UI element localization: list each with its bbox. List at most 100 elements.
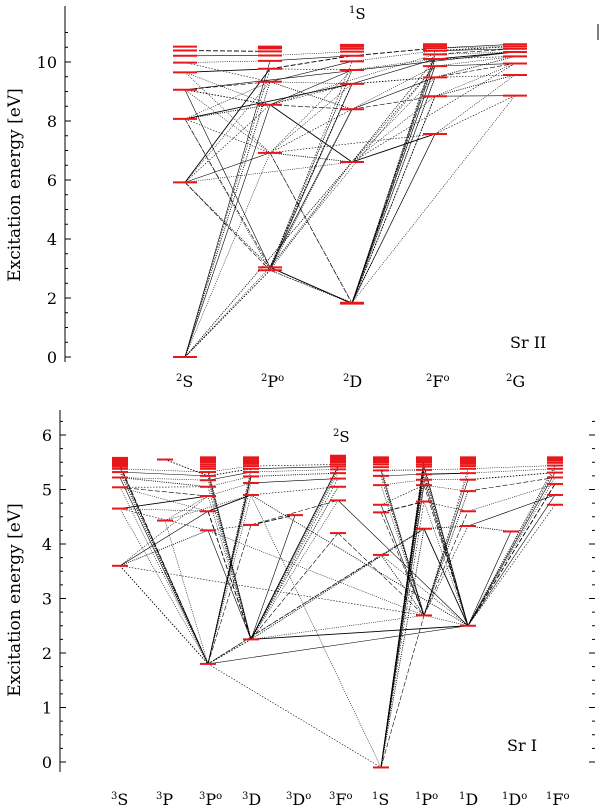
sr2-transition-line: [434, 74, 516, 97]
sr2-term-label: 2S: [176, 372, 193, 391]
sr1-transition-line: [380, 615, 425, 768]
sr2-y-tick-label: 2: [47, 289, 57, 308]
sr1-transition-line: [250, 500, 339, 526]
sr1-transition-line: [207, 494, 252, 664]
sr2-term-label: 2D: [343, 372, 362, 391]
sr1-transition-line: [119, 477, 209, 481]
sr1-transition-line: [250, 515, 296, 640]
sr1-transition-line: [380, 501, 425, 513]
sr1-transition-line: [423, 511, 469, 616]
sr2-transition-line: [434, 95, 516, 97]
sr1-transition-line: [119, 487, 209, 497]
sr1-transition-line: [207, 476, 252, 665]
sr1-transition-line: [250, 500, 339, 640]
sr1-term-label: 3Po: [199, 790, 222, 809]
sr2-term-label: 2Fo: [426, 372, 450, 391]
sr2-transition-line: [351, 133, 436, 304]
sr1-transition-line: [250, 469, 339, 640]
sr1-term-label: 1S: [372, 790, 389, 809]
sr2-transition-line: [351, 58, 436, 163]
sr2-transition-line: [184, 72, 271, 154]
sr1-transition-line: [250, 532, 339, 640]
sr1-y-tick-label: 2: [42, 644, 52, 663]
sr2-transition-line: [184, 62, 271, 83]
sr1-transition-line: [423, 474, 469, 626]
sr1-transition-line: [250, 464, 339, 467]
sr1-term-label: 3P: [156, 790, 173, 809]
sr1-transition-line: [467, 504, 556, 626]
sr1-transition-line: [380, 470, 425, 616]
sr2-y-tick-label: 0: [47, 348, 57, 367]
sr2-transition-line: [184, 89, 271, 106]
sr1-transition-line: [250, 494, 469, 627]
sr2-transition-line: [184, 50, 271, 52]
sr2-y-tick-label: 8: [47, 112, 57, 131]
sr2-transition-line: [184, 152, 271, 183]
sr1-transition-line: [207, 528, 425, 665]
sr1-transition-line: [119, 487, 209, 665]
sr2-transition-line: [269, 69, 353, 268]
sr1-transition-line: [467, 477, 556, 492]
sr2-transition-line: [269, 54, 436, 106]
sr2-transition-line: [269, 69, 353, 106]
sr1-transition-lines: [119, 457, 556, 768]
sr2-transition-line: [184, 81, 271, 120]
sr2-transition-line: [434, 46, 516, 49]
sr2-transition-line: [269, 83, 353, 268]
sr2-y-tick-label: 6: [47, 171, 57, 190]
sr1-transition-line: [119, 477, 209, 665]
sr1-transition-line: [164, 495, 209, 521]
sr1-y-tick-label: 3: [42, 590, 52, 609]
sr1-transition-line: [207, 625, 469, 665]
sr1-term-label: 3D: [242, 790, 261, 809]
sr1-transition-line: [207, 494, 252, 512]
sr2-transition-line: [434, 56, 516, 60]
sr1-transition-line: [207, 471, 252, 481]
sr2-transition-line: [269, 83, 353, 271]
sr2-transition-line: [434, 45, 516, 52]
sr2-transition-line: [351, 58, 436, 85]
sr2-transition-line: [269, 68, 353, 71]
sr2-top-label-multiplicity: 1: [349, 5, 355, 16]
sr2-transition-line: [351, 65, 436, 163]
sr1-transition-line: [207, 482, 252, 497]
sr1-transition-line: [207, 476, 252, 488]
sr1-transition-line: [380, 484, 425, 506]
sr2-transition-line: [351, 77, 436, 303]
sr1-column-labels: 3S 3P 3Po 3D 3Do 3Fo 1S 1Po 1D 1Do 1Fo: [111, 790, 570, 809]
sr1-transition-line: [337, 532, 425, 616]
sr2-transition-lines: [184, 44, 516, 358]
sr1-transition-line: [207, 468, 252, 477]
sr1-transition-line: [380, 485, 425, 616]
sr1-transition-line: [207, 638, 252, 665]
sr1-transition-line: [467, 468, 556, 474]
sr1-transition-line: [250, 466, 339, 640]
sr1-term-label: 1Po: [415, 790, 438, 809]
sr2-transition-line: [351, 95, 436, 163]
sr2-transition-line: [434, 44, 516, 49]
sr2-term-label: 2G: [506, 372, 525, 391]
sr1-y-tick-label: 0: [42, 753, 52, 772]
sr2-transition-line: [269, 161, 353, 268]
sr1-transition-line: [207, 554, 382, 665]
sr2-transition-line: [184, 81, 271, 358]
sr2-transition-line: [184, 68, 271, 358]
sr1-transition-line: [467, 494, 556, 626]
sr1-transition-line: [467, 531, 512, 626]
sr2-y-tick-label: 4: [47, 230, 57, 249]
sr2-transition-line: [269, 267, 353, 303]
sr1-y-tick-label: 1: [42, 699, 52, 718]
sr1-transition-line: [250, 514, 296, 526]
sr1-transition-line: [250, 494, 382, 768]
sr2-transition-line: [434, 63, 516, 78]
sr1-top-label: 2S: [333, 428, 350, 446]
sr1-transition-line: [207, 663, 382, 768]
sr2-top-label: 1S: [349, 5, 366, 23]
sr1-transition-line: [207, 530, 252, 640]
sr1-transition-line: [467, 483, 556, 512]
sr2-transition-line: [184, 182, 271, 271]
sr1-transition-line: [119, 565, 209, 665]
sr2-transition-line: [351, 58, 436, 71]
sr1-transition-line: [250, 625, 469, 640]
